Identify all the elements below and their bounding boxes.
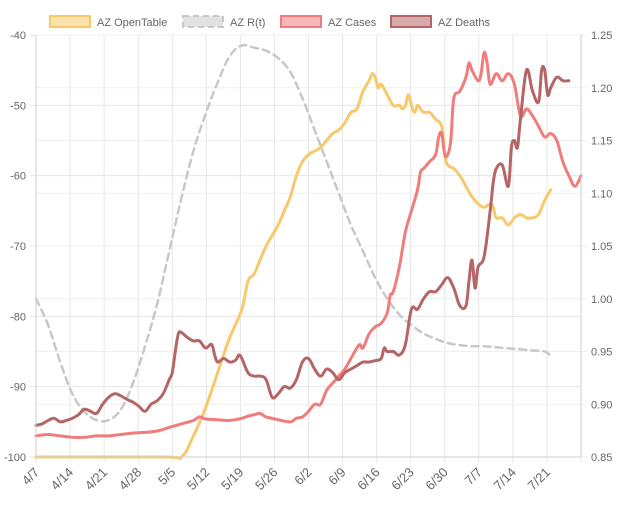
x-tick-label: 6/16: [354, 465, 383, 494]
x-tick-label: 6/2: [291, 465, 314, 488]
series-line-az-r-t: [34, 43, 552, 423]
y-right-tick-label: 0.90: [591, 399, 612, 411]
legend-label-az-opentable: AZ OpenTable: [97, 17, 167, 29]
y-right-tick-label: 1.20: [591, 83, 612, 95]
y-right-tick-label: 0.85: [591, 452, 612, 464]
legend-label-az-r-t: AZ R(t): [230, 17, 265, 29]
y-left-tick-label: -80: [10, 311, 26, 323]
y-right-tick-label: 0.95: [591, 347, 612, 359]
y-left-tick-label: -90: [10, 382, 26, 394]
y-left-tick-label: -50: [10, 100, 26, 112]
x-tick-label: 7/14: [490, 465, 519, 494]
legend-label-az-cases: AZ Cases: [328, 17, 377, 29]
x-tick-label: 7/7: [462, 465, 485, 488]
series-layer: [34, 43, 583, 461]
y-left-tick-label: -60: [10, 171, 26, 183]
series-line-az-cases: [34, 50, 583, 439]
x-tick-label: 6/23: [388, 465, 417, 494]
y-left-tick-label: -40: [10, 30, 26, 42]
y-left-tick-label: -100: [4, 452, 26, 464]
x-tick-label: 5/5: [155, 465, 178, 488]
legend-swatch-az-deaths: [390, 15, 432, 28]
grid-layer: [30, 34, 587, 463]
legend-swatch-az-opentable: [49, 15, 91, 28]
x-tick-label: 5/12: [184, 465, 213, 494]
legend-label-az-deaths: AZ Deaths: [438, 17, 490, 29]
x-tick-label: 5/26: [252, 465, 281, 494]
legend-swatch-az-cases: [280, 15, 322, 28]
x-tick-label: 4/7: [19, 465, 42, 488]
series-line-az-deaths: [34, 64, 571, 427]
legend-layer: AZ OpenTable AZ R(t) AZ Cases AZ Deaths: [49, 15, 490, 29]
y-right-tick-label: 1.05: [591, 241, 612, 253]
x-tick-label: 6/9: [325, 465, 348, 488]
y-right-tick-label: 1.10: [591, 188, 612, 200]
x-tick-label: 4/21: [82, 465, 111, 494]
x-tick-label: 6/30: [422, 465, 451, 494]
legend-swatch-az-r-t: [182, 15, 224, 28]
y-right-tick-label: 1.25: [591, 30, 612, 42]
x-tick-label: 4/14: [48, 465, 77, 494]
x-tick-label: 4/28: [116, 465, 145, 494]
x-tick-label: 7/21: [525, 465, 554, 494]
y-right-tick-label: 1.00: [591, 294, 612, 306]
y-right-tick-label: 1.15: [591, 136, 612, 148]
y-left-tick-label: -70: [10, 241, 26, 253]
x-tick-label: 5/19: [218, 465, 247, 494]
